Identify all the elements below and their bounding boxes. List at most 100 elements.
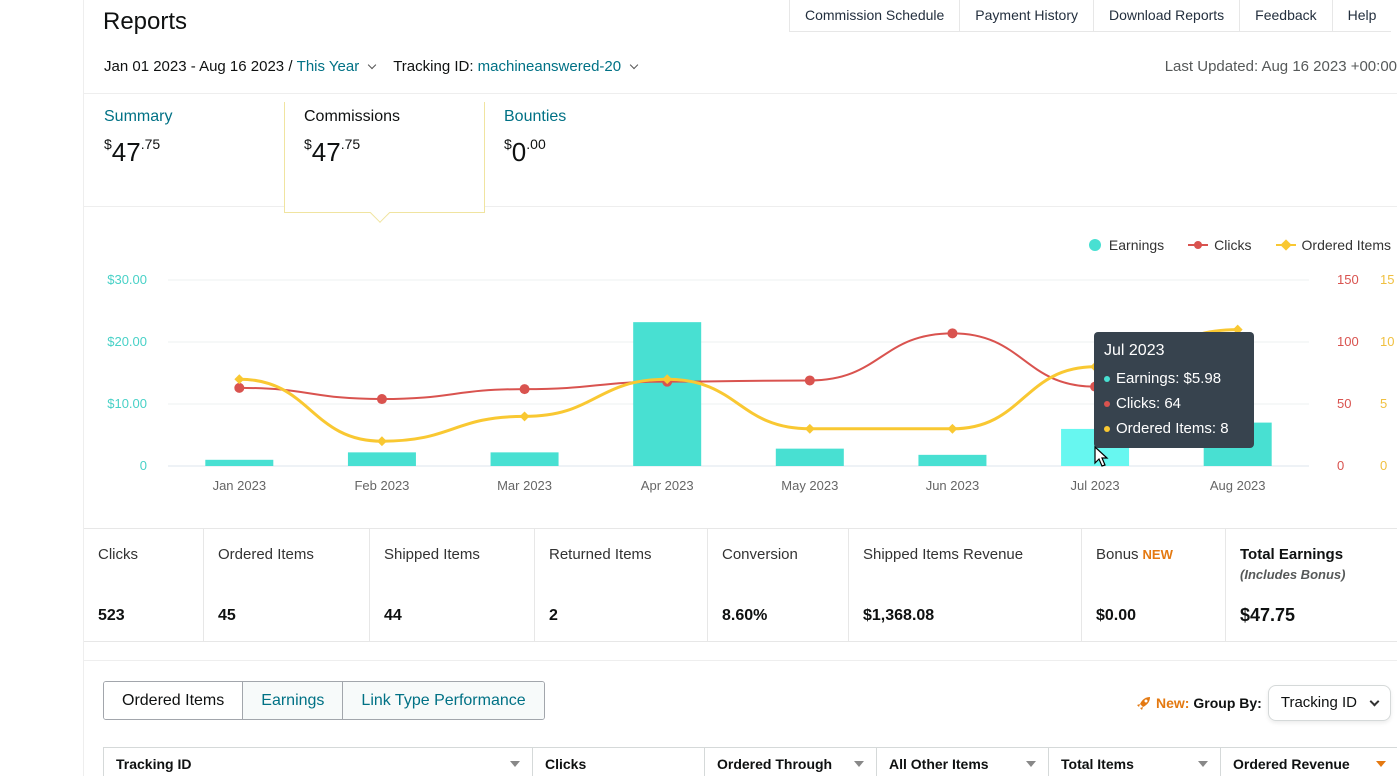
- tab-summary[interactable]: Summary $47.75: [104, 108, 172, 168]
- tab-earnings[interactable]: Earnings: [242, 682, 343, 719]
- metric-returned-items: Returned Items 2: [535, 529, 708, 641]
- metric-clicks: Clicks 523: [84, 529, 204, 641]
- mouse-cursor-icon: [1094, 446, 1109, 467]
- legend-earnings[interactable]: Earnings: [1088, 237, 1165, 253]
- legend-earnings-label: Earnings: [1108, 237, 1165, 253]
- sort-icon: [510, 760, 520, 767]
- chart-legend: Earnings Clicks Ordered Items: [1065, 237, 1391, 253]
- earnings-bar: [775, 448, 844, 466]
- clicks-point: [519, 384, 530, 395]
- sort-icon: [1198, 760, 1208, 767]
- nav-feedback[interactable]: Feedback: [1239, 0, 1331, 32]
- right2-axis-tick: 15: [1380, 272, 1394, 287]
- col-all-other-items[interactable]: All Other Items: [877, 748, 1049, 776]
- report-tab-group: Ordered Items Earnings Link Type Perform…: [103, 681, 545, 720]
- clicks-point: [376, 394, 387, 405]
- sort-icon: [1376, 760, 1386, 767]
- col-total-items[interactable]: Total Items: [1049, 748, 1221, 776]
- ordered-items-point: [804, 423, 815, 434]
- right2-axis-tick: 5: [1380, 396, 1387, 411]
- ordered-items-line: [239, 328, 1238, 443]
- nav-help[interactable]: Help: [1331, 0, 1392, 32]
- new-label: New:: [1155, 695, 1190, 711]
- col-ordered-through[interactable]: Ordered Through: [705, 748, 877, 776]
- tooltip-row-earnings: Earnings: $5.98: [1104, 366, 1244, 391]
- tab-bounties-label: Bounties: [504, 108, 567, 125]
- right-axis-tick: 150: [1337, 272, 1359, 287]
- group-by-control: New: Group By: Tracking ID: [1136, 685, 1391, 721]
- left-axis-tick: $30.00: [107, 272, 147, 287]
- col-tracking-id[interactable]: Tracking ID: [104, 748, 533, 776]
- earnings-bar: [205, 459, 274, 466]
- x-axis-tick: Feb 2023: [354, 478, 409, 493]
- earnings-bar: [490, 452, 559, 466]
- active-tab-highlight: [284, 102, 485, 223]
- col-ordered-revenue[interactable]: Ordered Revenue: [1221, 748, 1397, 776]
- x-axis-tick: Aug 2023: [1210, 478, 1266, 493]
- tracking-label: Tracking ID:: [393, 58, 478, 75]
- tab-ordered-items[interactable]: Ordered Items: [104, 682, 243, 719]
- chevron-down-icon: [1369, 696, 1380, 706]
- chevron-down-icon[interactable]: [367, 60, 377, 70]
- tab-commissions[interactable]: Commissions $47.75: [304, 108, 400, 168]
- tab-summary-label: Summary: [104, 108, 173, 125]
- chevron-down-icon[interactable]: [629, 60, 639, 70]
- metrics-row: Clicks 523 Ordered Items 45 Shipped Items 4…: [84, 528, 1397, 642]
- left-axis-tick: $20.00: [107, 334, 147, 349]
- group-by-select[interactable]: Tracking ID: [1267, 685, 1391, 721]
- nav-commission-schedule[interactable]: Commission Schedule: [789, 0, 959, 32]
- earnings-bar: [347, 452, 416, 466]
- ordered-items-point: [947, 423, 958, 434]
- clicks-point: [947, 328, 958, 339]
- x-axis-tick: Apr 2023: [641, 478, 694, 493]
- report-section: Ordered Items Earnings Link Type Perform…: [84, 660, 1397, 776]
- nav-download-reports[interactable]: Download Reports: [1093, 0, 1239, 32]
- tracking-id-dropdown[interactable]: machineanswered-20: [477, 58, 622, 75]
- metric-ordered-items: Ordered Items 45: [204, 529, 370, 641]
- right-axis-tick: 100: [1337, 334, 1359, 349]
- commissions-value: $47.75: [304, 136, 361, 167]
- x-axis-tick: Jan 2023: [213, 478, 267, 493]
- group-by-label: Group By:: [1193, 695, 1262, 711]
- legend-clicks-label: Clicks: [1214, 237, 1252, 253]
- ordered-items-point: [662, 374, 673, 385]
- nav-payment-history[interactable]: Payment History: [959, 0, 1093, 32]
- right2-axis-tick: 10: [1380, 334, 1394, 349]
- sort-icon: [1026, 760, 1036, 767]
- left-axis-tick: $10.00: [107, 396, 147, 411]
- tab-commissions-label: Commissions: [304, 108, 401, 125]
- earnings-bar: [918, 454, 987, 466]
- metric-conversion: Conversion 8.60%: [708, 529, 849, 641]
- col-clicks[interactable]: Clicks: [533, 748, 705, 776]
- x-axis-tick: Jul 2023: [1070, 478, 1119, 493]
- legend-ordered-items[interactable]: Ordered Items: [1275, 237, 1391, 253]
- rocket-icon: [1136, 697, 1150, 710]
- ordered-items-point: [234, 374, 245, 385]
- summary-tabs: Summary $47.75 Commissions $47.75 Bounti…: [84, 93, 1397, 223]
- date-preset-dropdown[interactable]: This Year: [296, 58, 360, 75]
- left-sidebar: [0, 0, 84, 776]
- clicks-line-icon: [1188, 241, 1209, 249]
- filter-bar: Jan 01 2023 - Aug 16 2023 / This Year Tr…: [104, 58, 655, 75]
- chart-tooltip: Jul 2023 Earnings: $5.98 Clicks: 64 Orde…: [1094, 332, 1254, 448]
- left-axis-tick: 0: [140, 458, 147, 473]
- tab-link-type-performance[interactable]: Link Type Performance: [342, 682, 544, 719]
- metric-bonus: Bonus NEW $0.00: [1082, 529, 1226, 641]
- date-range-text: Jan 01 2023 - Aug 16 2023 /: [104, 58, 297, 75]
- page-title: Reports: [103, 8, 188, 35]
- tab-bounties[interactable]: Bounties $0.00: [504, 108, 566, 168]
- legend-ordered-items-label: Ordered Items: [1301, 237, 1391, 253]
- tooltip-row-ordered-items: Ordered Items: 8: [1104, 416, 1244, 441]
- right-axis-tick: 0: [1337, 458, 1344, 473]
- earnings-bar: [633, 322, 702, 466]
- ordered-items-line-icon: [1275, 239, 1296, 251]
- x-axis-tick: Mar 2023: [497, 478, 552, 493]
- table-header: Tracking ID Clicks Ordered Through All O…: [103, 747, 1397, 776]
- clicks-line: [239, 332, 1238, 401]
- legend-clicks[interactable]: Clicks: [1188, 237, 1252, 253]
- tooltip-title: Jul 2023: [1104, 342, 1165, 359]
- last-updated: Last Updated: Aug 16 2023 +00:00: [1164, 58, 1397, 75]
- x-axis-tick: Jun 2023: [926, 478, 980, 493]
- ordered-items-point: [519, 411, 530, 422]
- metric-shipped-items-revenue: Shipped Items Revenue $1,368.08: [849, 529, 1082, 641]
